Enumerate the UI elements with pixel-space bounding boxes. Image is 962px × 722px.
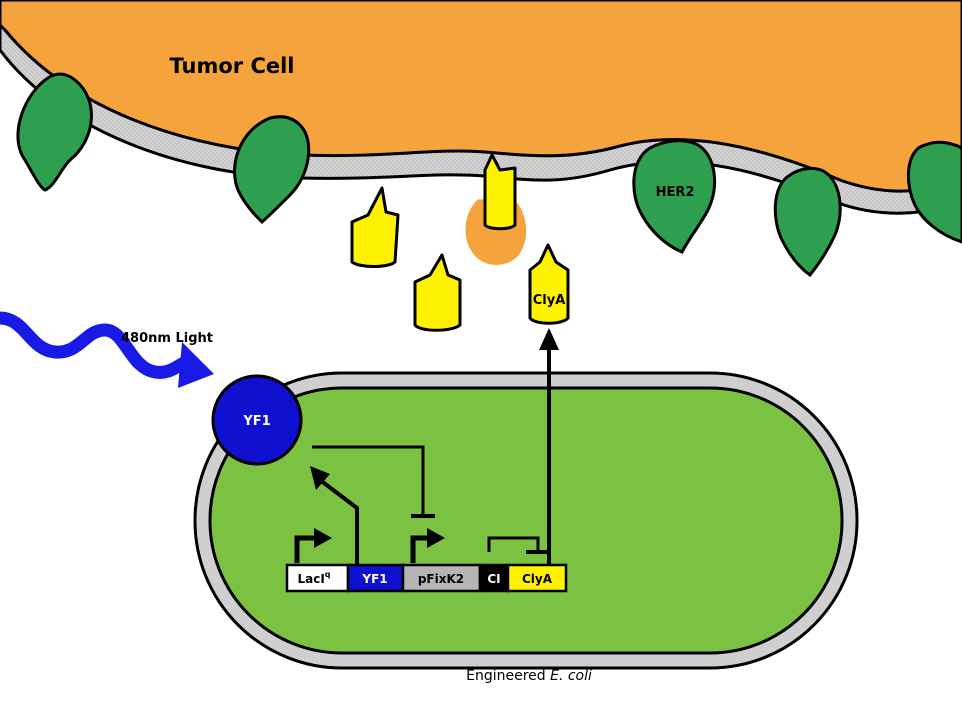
caption-organism: E. coli <box>550 668 592 684</box>
clya-toxin <box>350 186 400 268</box>
promoter-arrow-laci <box>294 528 332 563</box>
clya-toxin-label: ClyA <box>533 293 566 308</box>
yf1-inhibition <box>312 445 435 518</box>
gene-pfixk2-label: pFixK2 <box>418 572 464 586</box>
ci-repression <box>487 536 550 554</box>
yf1-receptor-label: YF1 <box>242 414 270 429</box>
gene-laci-label: LacIq <box>297 570 330 586</box>
clya-toxin: ClyA <box>528 243 570 325</box>
her2-receptor: HER2 <box>632 139 717 254</box>
her2-receptor <box>906 140 962 244</box>
bacterium-cytoplasm <box>208 386 844 655</box>
clya-toxin <box>413 253 462 332</box>
gene-clya-label: ClyA <box>522 572 553 586</box>
yf1-expression-arrow <box>310 466 359 565</box>
clya-toxin <box>483 153 517 231</box>
gene-circuit: LacIq YF1 pFixK2 CI ClyA <box>285 563 568 593</box>
her2-receptor <box>773 166 842 278</box>
light-arrow-head <box>178 342 214 388</box>
light-label: 480nm Light <box>121 331 213 346</box>
gene-laci <box>285 563 350 593</box>
caption-prefix: Engineered <box>466 668 550 684</box>
yf1-receptor: YF1 <box>211 374 303 466</box>
her2-receptor <box>16 72 93 192</box>
tumor-cell-title: Tumor Cell <box>170 54 295 78</box>
bacterium-caption: Engineered E. coli <box>466 668 592 684</box>
light-wave: 480nm Light <box>0 311 214 388</box>
gene-clya <box>506 563 568 593</box>
promoter-arrow-pfixk2 <box>410 528 445 563</box>
her2-receptor <box>233 115 311 225</box>
gene-ci-label: CI <box>487 572 500 586</box>
clya-secretion-arrow <box>539 328 559 568</box>
her2-label: HER2 <box>656 185 695 200</box>
gene-yf1-label: YF1 <box>361 572 387 586</box>
tumor-cell: HER2 Tumor Cell <box>0 0 962 278</box>
